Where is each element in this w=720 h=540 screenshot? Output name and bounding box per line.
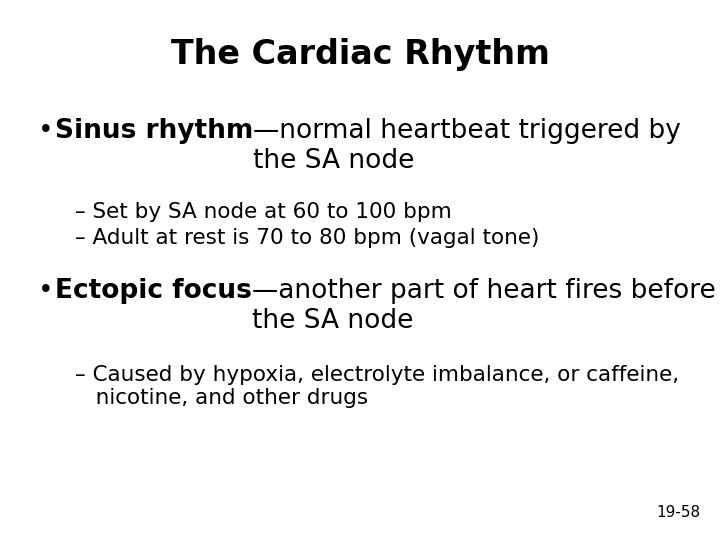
Text: – Set by SA node at 60 to 100 bpm: – Set by SA node at 60 to 100 bpm: [75, 202, 451, 222]
Text: 19-58: 19-58: [656, 505, 700, 520]
Text: Sinus rhythm: Sinus rhythm: [55, 118, 253, 144]
Text: •: •: [38, 118, 53, 144]
Text: Ectopic focus: Ectopic focus: [55, 278, 252, 304]
Text: —normal heartbeat triggered by
the SA node: —normal heartbeat triggered by the SA no…: [253, 118, 681, 174]
Text: – Adult at rest is 70 to 80 bpm (vagal tone): – Adult at rest is 70 to 80 bpm (vagal t…: [75, 228, 539, 248]
Text: – Caused by hypoxia, electrolyte imbalance, or caffeine,
   nicotine, and other : – Caused by hypoxia, electrolyte imbalan…: [75, 365, 679, 408]
Text: •: •: [38, 278, 53, 304]
Text: The Cardiac Rhythm: The Cardiac Rhythm: [171, 38, 549, 71]
Text: —another part of heart fires before
the SA node: —another part of heart fires before the …: [252, 278, 716, 334]
